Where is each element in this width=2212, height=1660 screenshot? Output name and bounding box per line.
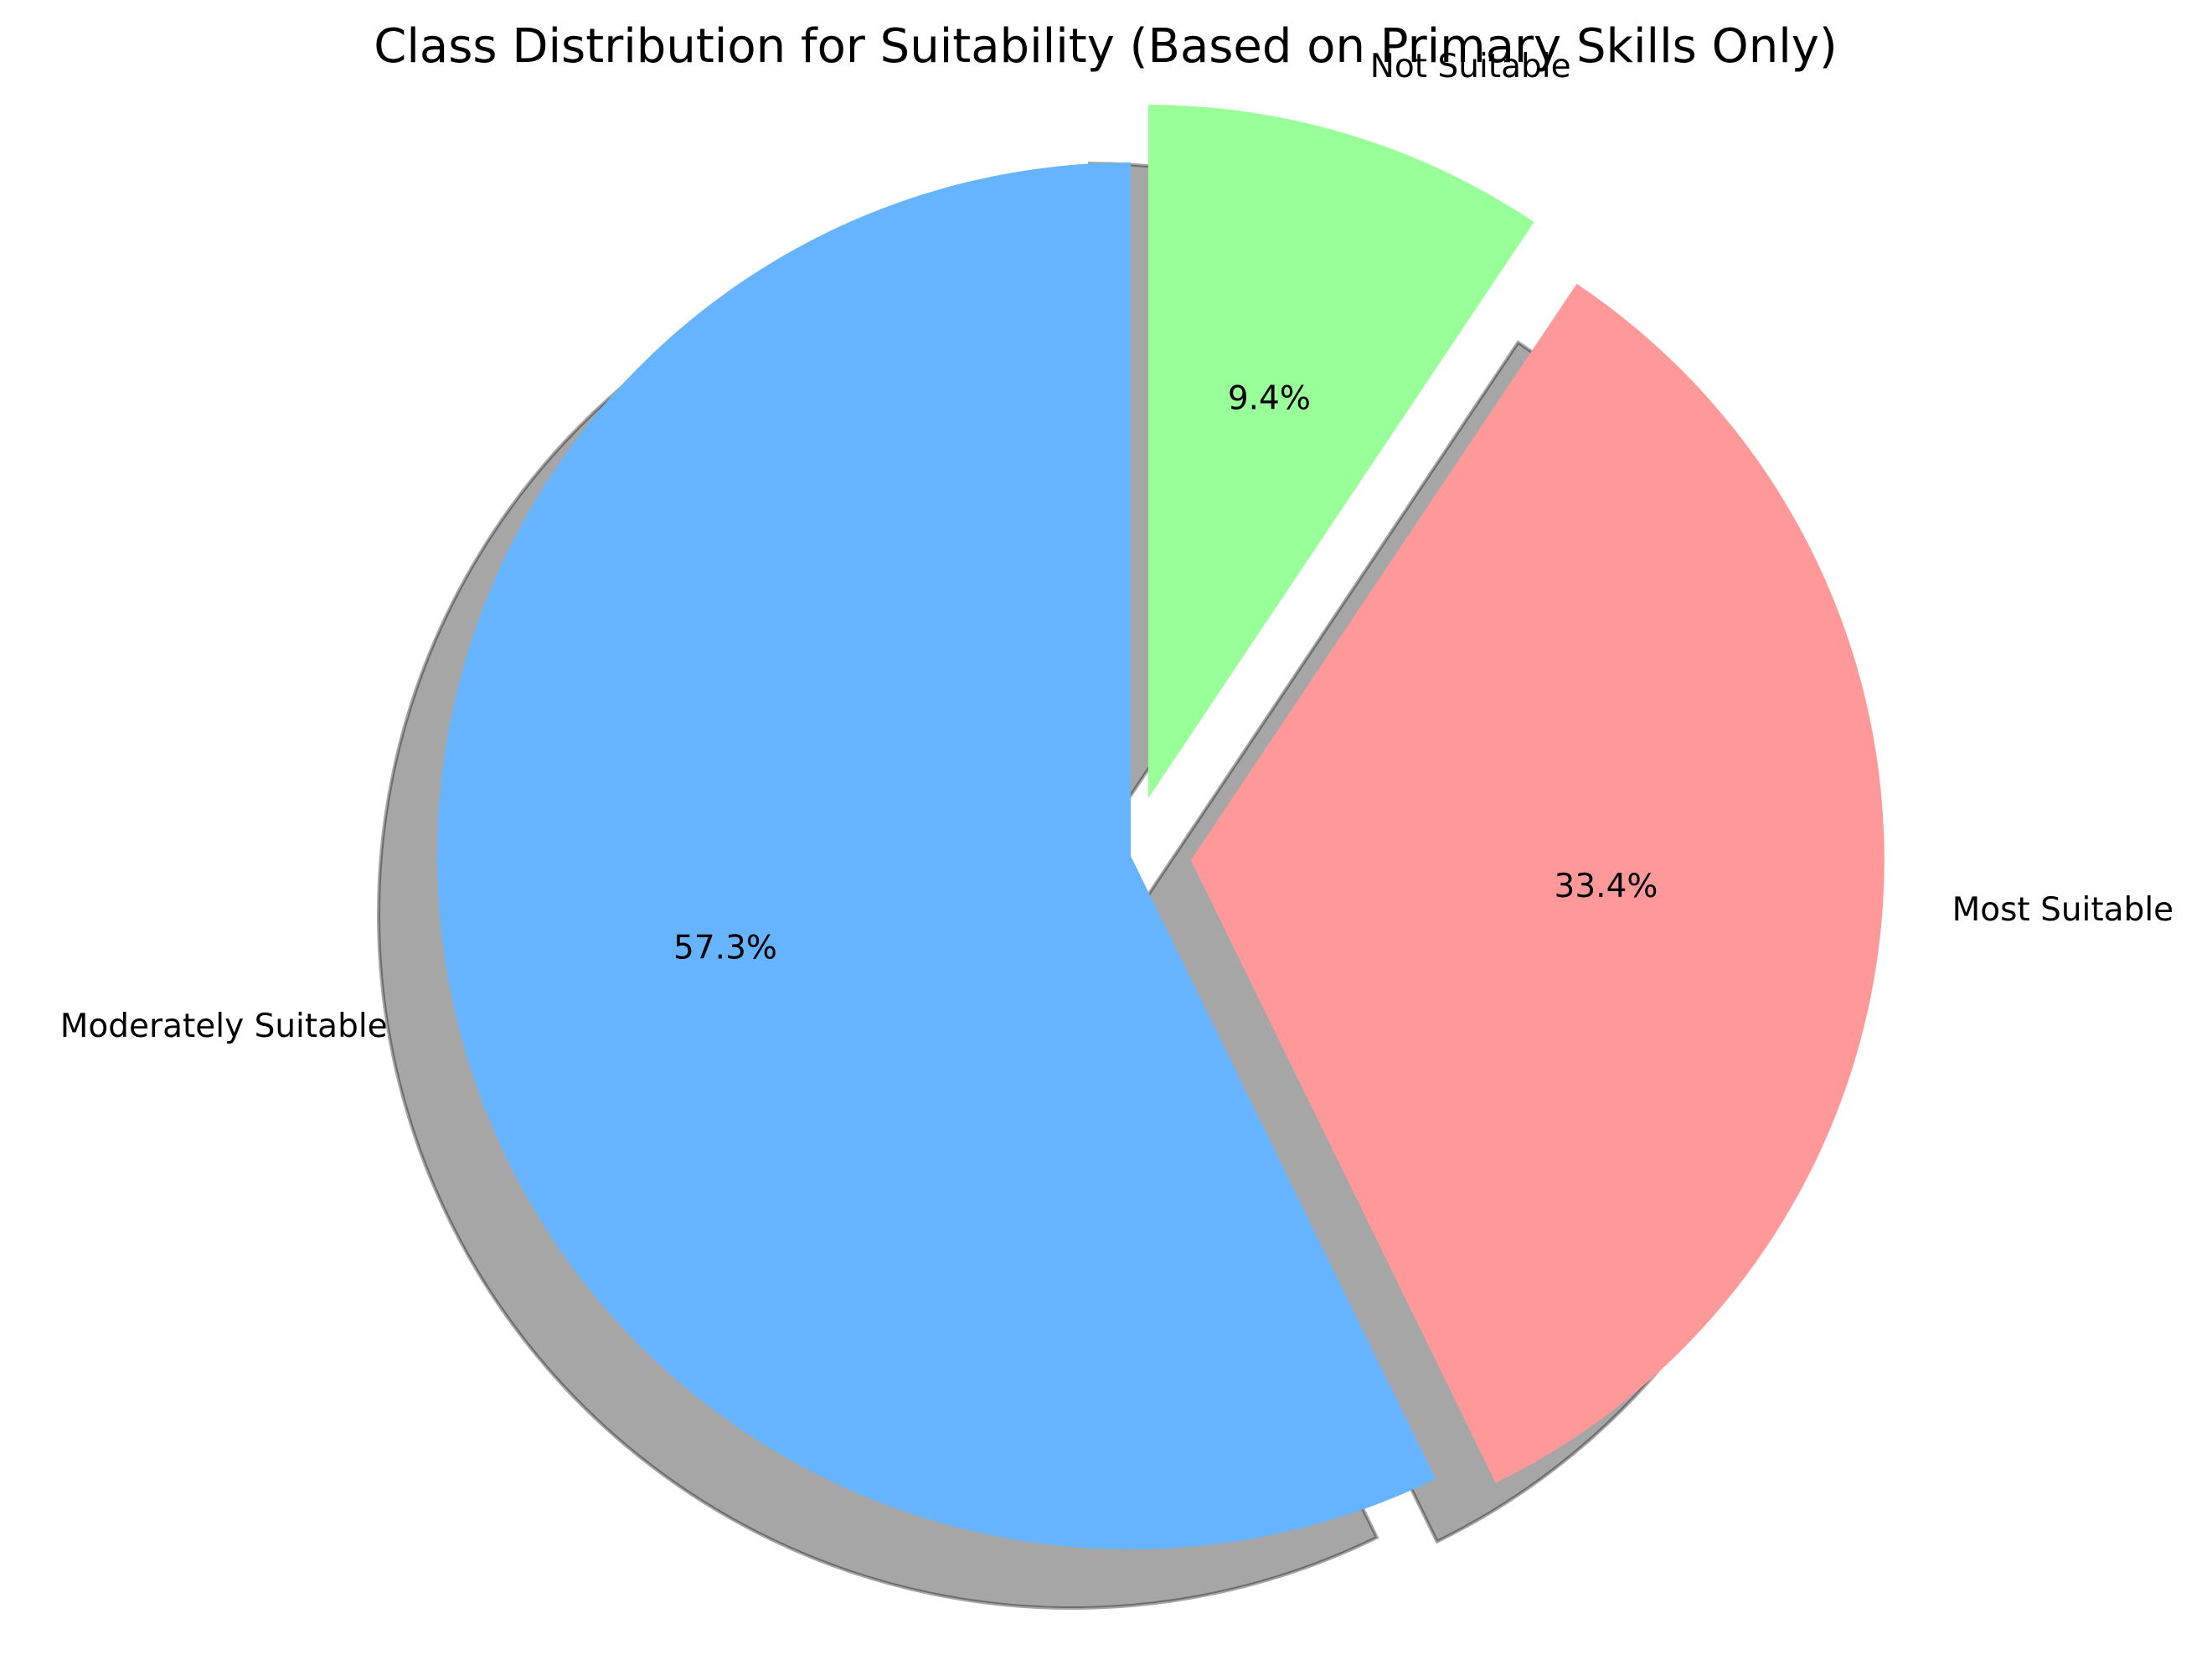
slice-label-moderately-suitable: Moderately Suitable — [60, 1008, 388, 1045]
slice-labels: Moderately Suitable Most Suitable Not Suit… — [60, 48, 2173, 1045]
chart-title: Class Distribution for Suitability (Base… — [374, 19, 1837, 74]
pct-label-moderately-suitable: 57.3% — [673, 930, 777, 967]
slice-label-not-suitable: Not Suitable — [1370, 48, 1571, 85]
percentage-labels: 57.3% 33.4% 9.4% — [673, 379, 1658, 967]
pie-slice-most-suitable — [1190, 283, 1885, 1483]
pie-slices — [436, 105, 1885, 1549]
pie-slice-not-suitable — [1147, 105, 1534, 799]
pct-label-not-suitable: 9.4% — [1228, 379, 1311, 417]
pct-label-most-suitable: 33.4% — [1555, 868, 1658, 905]
slice-label-most-suitable: Most Suitable — [1952, 891, 2174, 929]
pie-slice-moderately-suitable — [436, 162, 1436, 1549]
